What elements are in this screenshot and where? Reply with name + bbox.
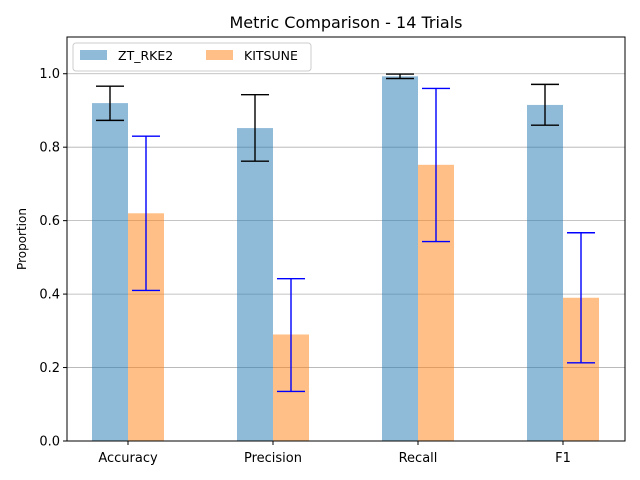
y-tick-label: 0.0 [39,435,60,450]
error-bar-zt_rke2-precision [241,93,269,162]
bar-zt_rke2-accuracy [92,103,128,441]
x-tick-label-precision: Precision [244,451,302,466]
legend-box [72,42,312,72]
plot-frame [66,36,626,442]
legend-swatch-kitsune [206,50,233,60]
y-tick-label: 0.4 [39,288,60,303]
legend-swatch-zt_rke2 [80,50,107,60]
y-tick-label: 0.8 [39,141,60,156]
bar-zt_rke2-precision [237,128,273,442]
bar-zt_rke2-f1 [527,104,563,441]
y-axis-label: Proportion [15,208,29,270]
x-tick-label-recall: Recall [399,451,438,466]
x-axis: Accuracy Precision Recall F1 [98,441,571,466]
error-bars [96,73,595,393]
error-bar-zt_rke2-recall [386,73,414,80]
error-bar-kitsune-f1 [567,232,595,364]
error-bar-kitsune-accuracy [132,135,160,292]
x-tick-label-f1: F1 [555,451,571,466]
bars [92,76,599,442]
legend: ZT_RKE2 KITSUNE [72,42,312,72]
y-axis: 0.0 0.2 0.4 0.6 0.8 1.0 [39,67,67,450]
error-bar-kitsune-precision [277,277,305,393]
error-bar-zt_rke2-accuracy [96,85,124,122]
error-bar-kitsune-recall [422,87,450,243]
x-tick-label-accuracy: Accuracy [98,451,158,466]
y-tick-label: 0.2 [39,361,60,376]
chart-title: Metric Comparison - 14 Trials [229,13,462,32]
y-tick-label: 1.0 [39,67,60,82]
bar-zt_rke2-recall [382,76,418,441]
legend-label-zt_rke2: ZT_RKE2 [118,48,173,63]
y-tick-label: 0.6 [39,214,60,229]
legend-label-kitsune: KITSUNE [244,48,298,63]
error-bar-zt_rke2-f1 [531,83,559,126]
